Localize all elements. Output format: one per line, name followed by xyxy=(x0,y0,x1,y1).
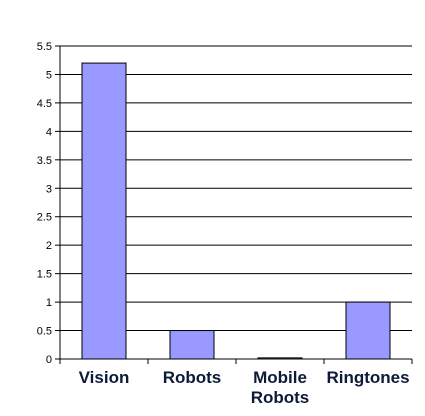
x-category-label-line: Robots xyxy=(163,368,222,387)
x-category-label-line: Mobile xyxy=(253,368,307,387)
y-tick-label: 0 xyxy=(46,354,52,366)
axes xyxy=(55,45,413,364)
y-axis-tick-labels: 0 0.5 1 1.5 2 2.5 3 3.5 4 4.5 5 5.5 xyxy=(37,41,52,366)
y-tick-label: 4 xyxy=(46,126,52,138)
bars xyxy=(81,62,391,360)
y-tick-label: 0.5 xyxy=(37,326,52,338)
y-tick-label: 4.5 xyxy=(37,98,52,110)
x-category-label-line: Vision xyxy=(79,368,130,387)
y-tick-label: 3 xyxy=(46,183,52,195)
y-tick-label: 5 xyxy=(46,69,52,81)
bar xyxy=(345,301,391,360)
x-category-label: Mobile Robots xyxy=(251,368,310,407)
y-tick-label: 2.5 xyxy=(37,212,52,224)
bar xyxy=(169,330,215,360)
x-category-label-line: Robots xyxy=(251,388,310,407)
x-category-label: Robots xyxy=(163,368,222,387)
bar xyxy=(81,62,127,360)
x-category-label: Vision xyxy=(79,368,130,387)
y-tick-label: 3.5 xyxy=(37,155,52,167)
y-tick-label: 2 xyxy=(46,240,52,252)
x-category-label-line: Ringtones xyxy=(326,368,409,387)
y-tick-label: 5.5 xyxy=(37,41,52,53)
y-tick-label: 1.5 xyxy=(37,269,52,281)
x-category-label: Ringtones xyxy=(326,368,409,387)
y-tick-label: 1 xyxy=(46,297,52,309)
